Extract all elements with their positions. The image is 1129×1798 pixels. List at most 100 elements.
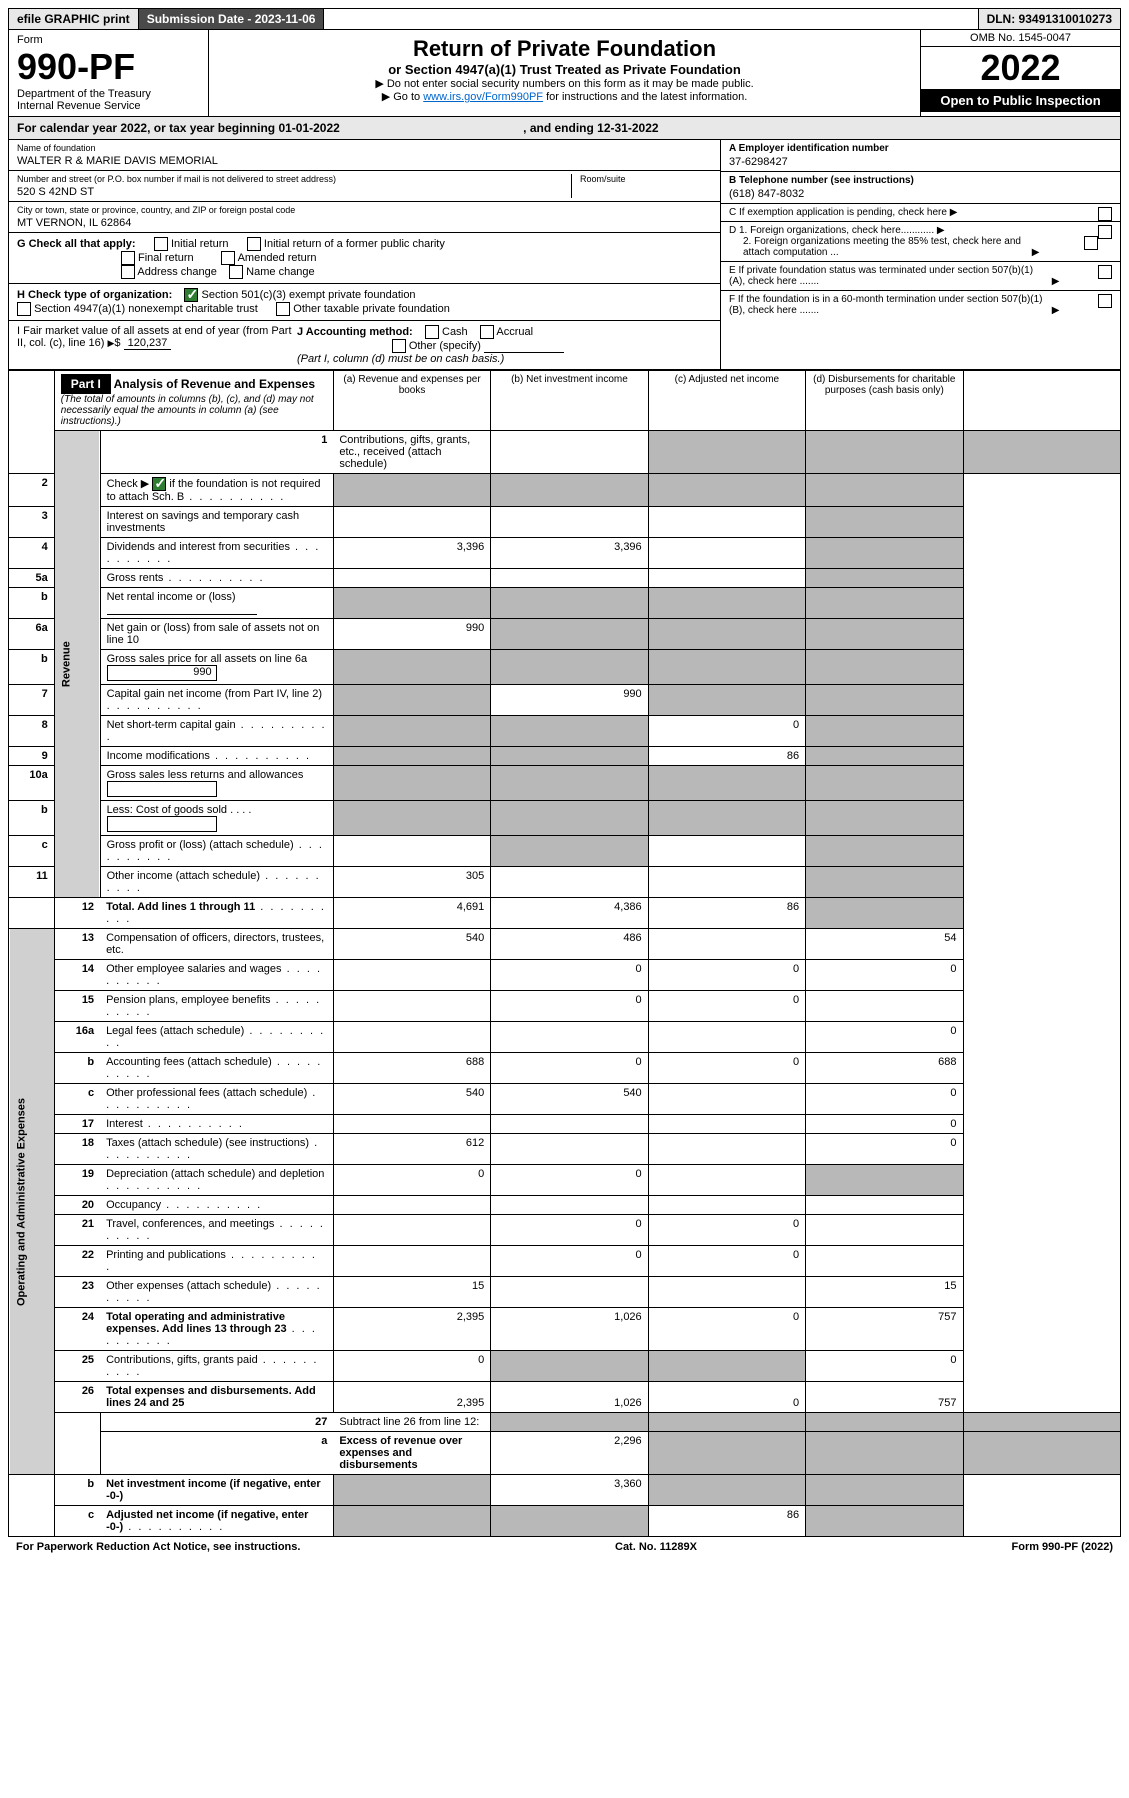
l6b-box[interactable]: 990 [107,665,217,681]
city-label: City or town, state or province, country… [17,205,712,215]
l16c-desc: Other professional fees (attach schedule… [106,1087,307,1099]
street-address: 520 S 42ND ST [17,184,563,198]
line-num: 21 [54,1215,100,1246]
l15-c: 0 [648,991,805,1022]
l14-d: 0 [806,960,963,991]
4947-checkbox[interactable] [17,302,31,316]
line-num: b [9,801,55,836]
f-cell: F If the foundation is in a 60-month ter… [721,291,1120,319]
line-num: 25 [54,1351,100,1382]
l10c-desc: Gross profit or (loss) (attach schedule) [107,839,294,851]
d-cell: D 1. Foreign organizations, check here..… [721,222,1120,262]
instr-link[interactable]: www.irs.gov/Form990PF [423,91,543,103]
line-desc: Gross sales price for all assets on line… [100,650,333,685]
l10b-box[interactable] [107,816,217,832]
other-specify-blank[interactable] [484,341,564,353]
l18-d: 0 [806,1134,963,1165]
l14-c: 0 [648,960,805,991]
form-center-block: Return of Private Foundation or Section … [209,30,920,116]
d1-checkbox[interactable] [1098,225,1112,239]
l17-desc: Interest [106,1118,143,1130]
l14-b: 0 [491,960,648,991]
room-label: Room/suite [580,174,712,184]
l24-d: 757 [806,1308,963,1351]
l24-a: 2,395 [333,1308,490,1351]
l27b-desc: Net investment income (if negative, ente… [106,1478,321,1502]
info-grid: Name of foundation WALTER R & MARIE DAVI… [8,140,1121,370]
line-desc: Interest on savings and temporary cash i… [100,507,333,538]
f-checkbox[interactable] [1098,294,1112,308]
line-num: 19 [54,1165,100,1196]
l9-c: 86 [648,747,805,766]
c-cell: C If exemption application is pending, c… [721,204,1120,222]
g-initial-former: Initial return of a former public charit… [264,238,445,250]
l7-desc: Capital gain net income (from Part IV, l… [107,688,322,700]
name-label: Name of foundation [17,143,712,153]
line-num: 6a [9,619,55,650]
a-label: A Employer identification number [729,143,889,154]
l10a-box[interactable] [107,781,217,797]
amended-return-checkbox[interactable] [221,251,235,265]
other-method-checkbox[interactable] [392,339,406,353]
line-desc: Check ▶ if the foundation is not require… [100,474,333,507]
cash-checkbox[interactable] [425,325,439,339]
line-num: 22 [54,1246,100,1277]
calyear-begin: For calendar year 2022, or tax year begi… [17,121,340,135]
line-desc: Dividends and interest from securities [100,538,333,569]
line-desc: Net gain or (loss) from sale of assets n… [100,619,333,650]
line-desc: Net investment income (if negative, ente… [100,1475,333,1506]
accrual-checkbox[interactable] [480,325,494,339]
instr-2: ▶ Go to www.irs.gov/Form990PF for instru… [221,90,908,103]
l4-a: 3,396 [333,538,490,569]
l26-c: 0 [648,1382,805,1413]
name-change-checkbox[interactable] [229,265,243,279]
l16b-b: 0 [491,1053,648,1084]
final-return-checkbox[interactable] [121,251,135,265]
line-num: 23 [54,1277,100,1308]
e-checkbox[interactable] [1098,265,1112,279]
topbar: efile GRAPHIC print Submission Date - 20… [8,8,1121,30]
l5b-blank[interactable] [107,603,257,615]
g-initial: Initial return [171,238,228,250]
line-num: b [54,1475,100,1506]
line-desc: Gross rents [100,569,333,588]
instr2-prefix: ▶ Go to [382,91,423,103]
l9-desc: Income modifications [107,750,210,762]
line-desc: Net rental income or (loss) [100,588,333,619]
e-label: E If private foundation status was termi… [729,265,1049,287]
instr-1: ▶ Do not enter social security numbers o… [221,77,908,90]
l8-desc: Net short-term capital gain [107,719,236,731]
other-taxable-checkbox[interactable] [276,302,290,316]
line-desc: Compensation of officers, directors, tru… [100,929,333,960]
l20-desc: Occupancy [106,1199,161,1211]
line-num: 3 [9,507,55,538]
501c3-checkbox[interactable] [184,288,198,302]
line-desc: Contributions, gifts, grants, etc., rece… [333,431,490,474]
l8-c: 0 [648,716,805,747]
form-title: Return of Private Foundation [221,36,908,62]
line-num: 9 [9,747,55,766]
l12-desc: Total. Add lines 1 through 11 [106,901,255,913]
footer-mid: Cat. No. 11289X [615,1541,697,1553]
line-num: c [54,1506,100,1537]
l16c-d: 0 [806,1084,963,1115]
c-checkbox[interactable] [1098,207,1112,221]
l14-desc: Other employee salaries and wages [106,963,281,975]
revenue-section-label: Revenue [54,431,100,898]
calendar-year-row: For calendar year 2022, or tax year begi… [8,117,1121,140]
l13-b: 486 [491,929,648,960]
l17-d: 0 [806,1115,963,1134]
l6b-desc: Gross sales price for all assets on line… [107,653,308,665]
line-num: 15 [54,991,100,1022]
line-num: 14 [54,960,100,991]
sch-b-checkbox[interactable] [152,477,166,491]
address-change-checkbox[interactable] [121,265,135,279]
line-desc: Accounting fees (attach schedule) [100,1053,333,1084]
f-label: F If the foundation is in a 60-month ter… [729,294,1049,316]
initial-former-checkbox[interactable] [247,237,261,251]
j-note: (Part I, column (d) must be on cash basi… [297,353,504,365]
d2-checkbox[interactable] [1084,236,1098,250]
initial-return-checkbox[interactable] [154,237,168,251]
l19-desc: Depreciation (attach schedule) and deple… [106,1168,324,1180]
line-desc: Contributions, gifts, grants paid [100,1351,333,1382]
